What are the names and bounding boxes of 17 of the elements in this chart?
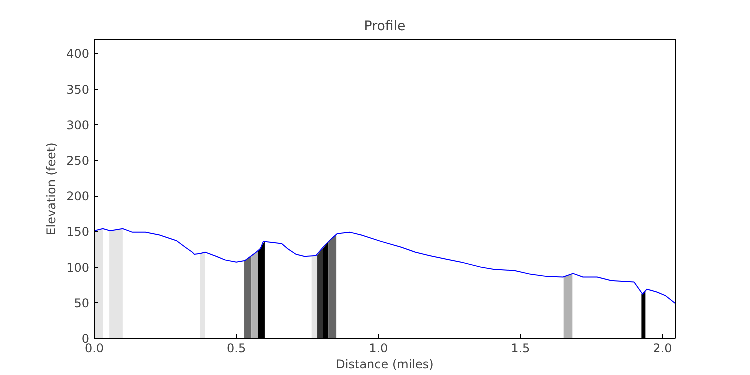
x-tick-label: 1.5	[511, 342, 530, 356]
y-tick-label: 250	[66, 154, 90, 168]
y-axis-title: Elevation (feet)	[44, 142, 59, 236]
x-tick-label: 0.5	[227, 342, 246, 356]
y-tick-label: 300	[66, 118, 90, 132]
x-tick-label: 2.0	[653, 342, 672, 356]
line-series	[94, 228, 676, 304]
y-tick-label: 150	[66, 225, 90, 240]
y-tick-label: 50	[74, 296, 90, 310]
chart-title: Profile	[364, 20, 406, 34]
x-tick-label: 1.0	[369, 342, 388, 356]
y-tick-label: 200	[66, 190, 90, 204]
x-tick-label: 0.0	[84, 342, 104, 356]
x-axis-title: Distance (miles)	[336, 358, 434, 372]
y-tick-label: 100	[66, 260, 90, 275]
y-tick-label: 400	[66, 47, 90, 62]
y-tick-label: 350	[66, 82, 90, 97]
